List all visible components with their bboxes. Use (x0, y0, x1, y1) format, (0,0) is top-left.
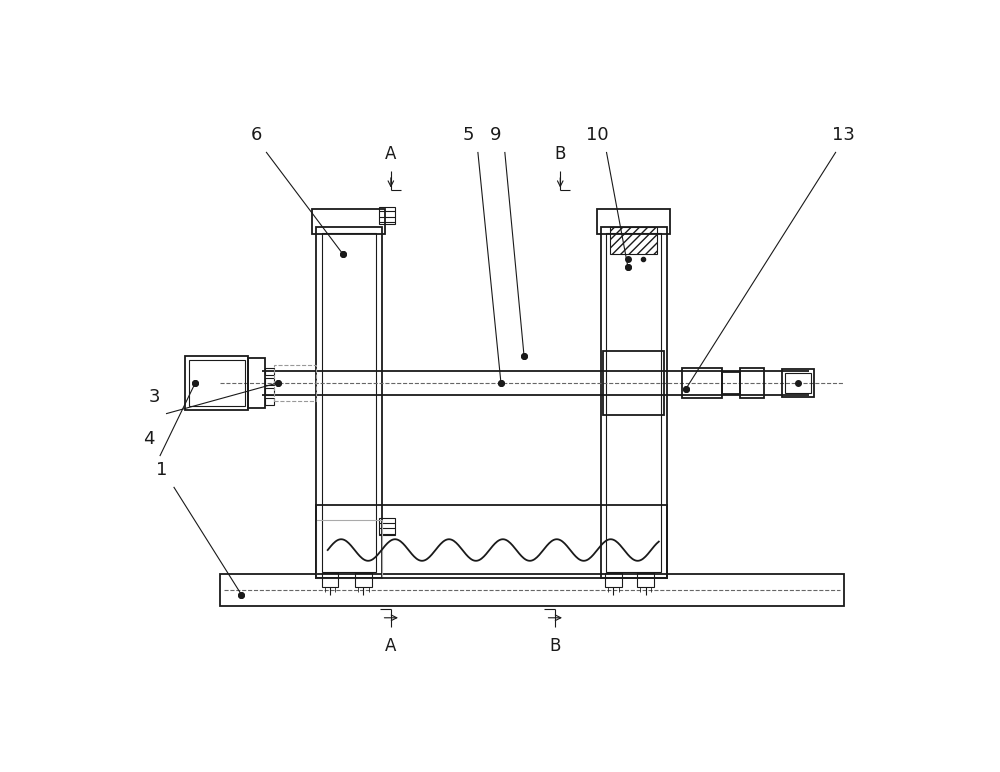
Bar (603, 350, 664, 415)
Bar (265, 398, 274, 405)
Text: B: B (549, 637, 561, 655)
Bar (248, 358, 265, 408)
Text: 4: 4 (143, 430, 155, 449)
Text: 13: 13 (832, 127, 855, 144)
Bar (316, 520, 382, 577)
Bar (785, 373, 811, 393)
Bar (606, 233, 661, 572)
Text: B: B (555, 145, 566, 164)
Bar (322, 233, 376, 572)
Bar (220, 574, 844, 606)
Bar (265, 367, 274, 375)
Bar (379, 207, 395, 224)
Bar (322, 573, 338, 587)
Bar (379, 519, 395, 536)
Text: 3: 3 (149, 388, 160, 406)
Bar (722, 372, 740, 394)
Bar (597, 209, 670, 234)
Bar (274, 365, 316, 401)
Bar (189, 360, 245, 406)
Bar (605, 573, 622, 587)
Bar (316, 505, 667, 577)
Text: 5: 5 (463, 127, 474, 144)
Bar (682, 367, 722, 398)
Text: 1: 1 (156, 461, 168, 479)
Bar (740, 367, 764, 398)
Bar (265, 388, 274, 395)
Bar (637, 573, 654, 587)
Text: 6: 6 (251, 127, 263, 144)
Bar (312, 209, 385, 234)
Text: 9: 9 (490, 127, 501, 144)
Bar (265, 378, 274, 385)
Bar (782, 369, 814, 397)
Bar (610, 228, 657, 254)
Text: A: A (385, 637, 397, 655)
Bar (601, 228, 667, 577)
Bar (185, 356, 248, 410)
Text: A: A (385, 145, 397, 164)
Text: 10: 10 (586, 127, 609, 144)
Bar (355, 573, 372, 587)
Bar (316, 228, 382, 577)
